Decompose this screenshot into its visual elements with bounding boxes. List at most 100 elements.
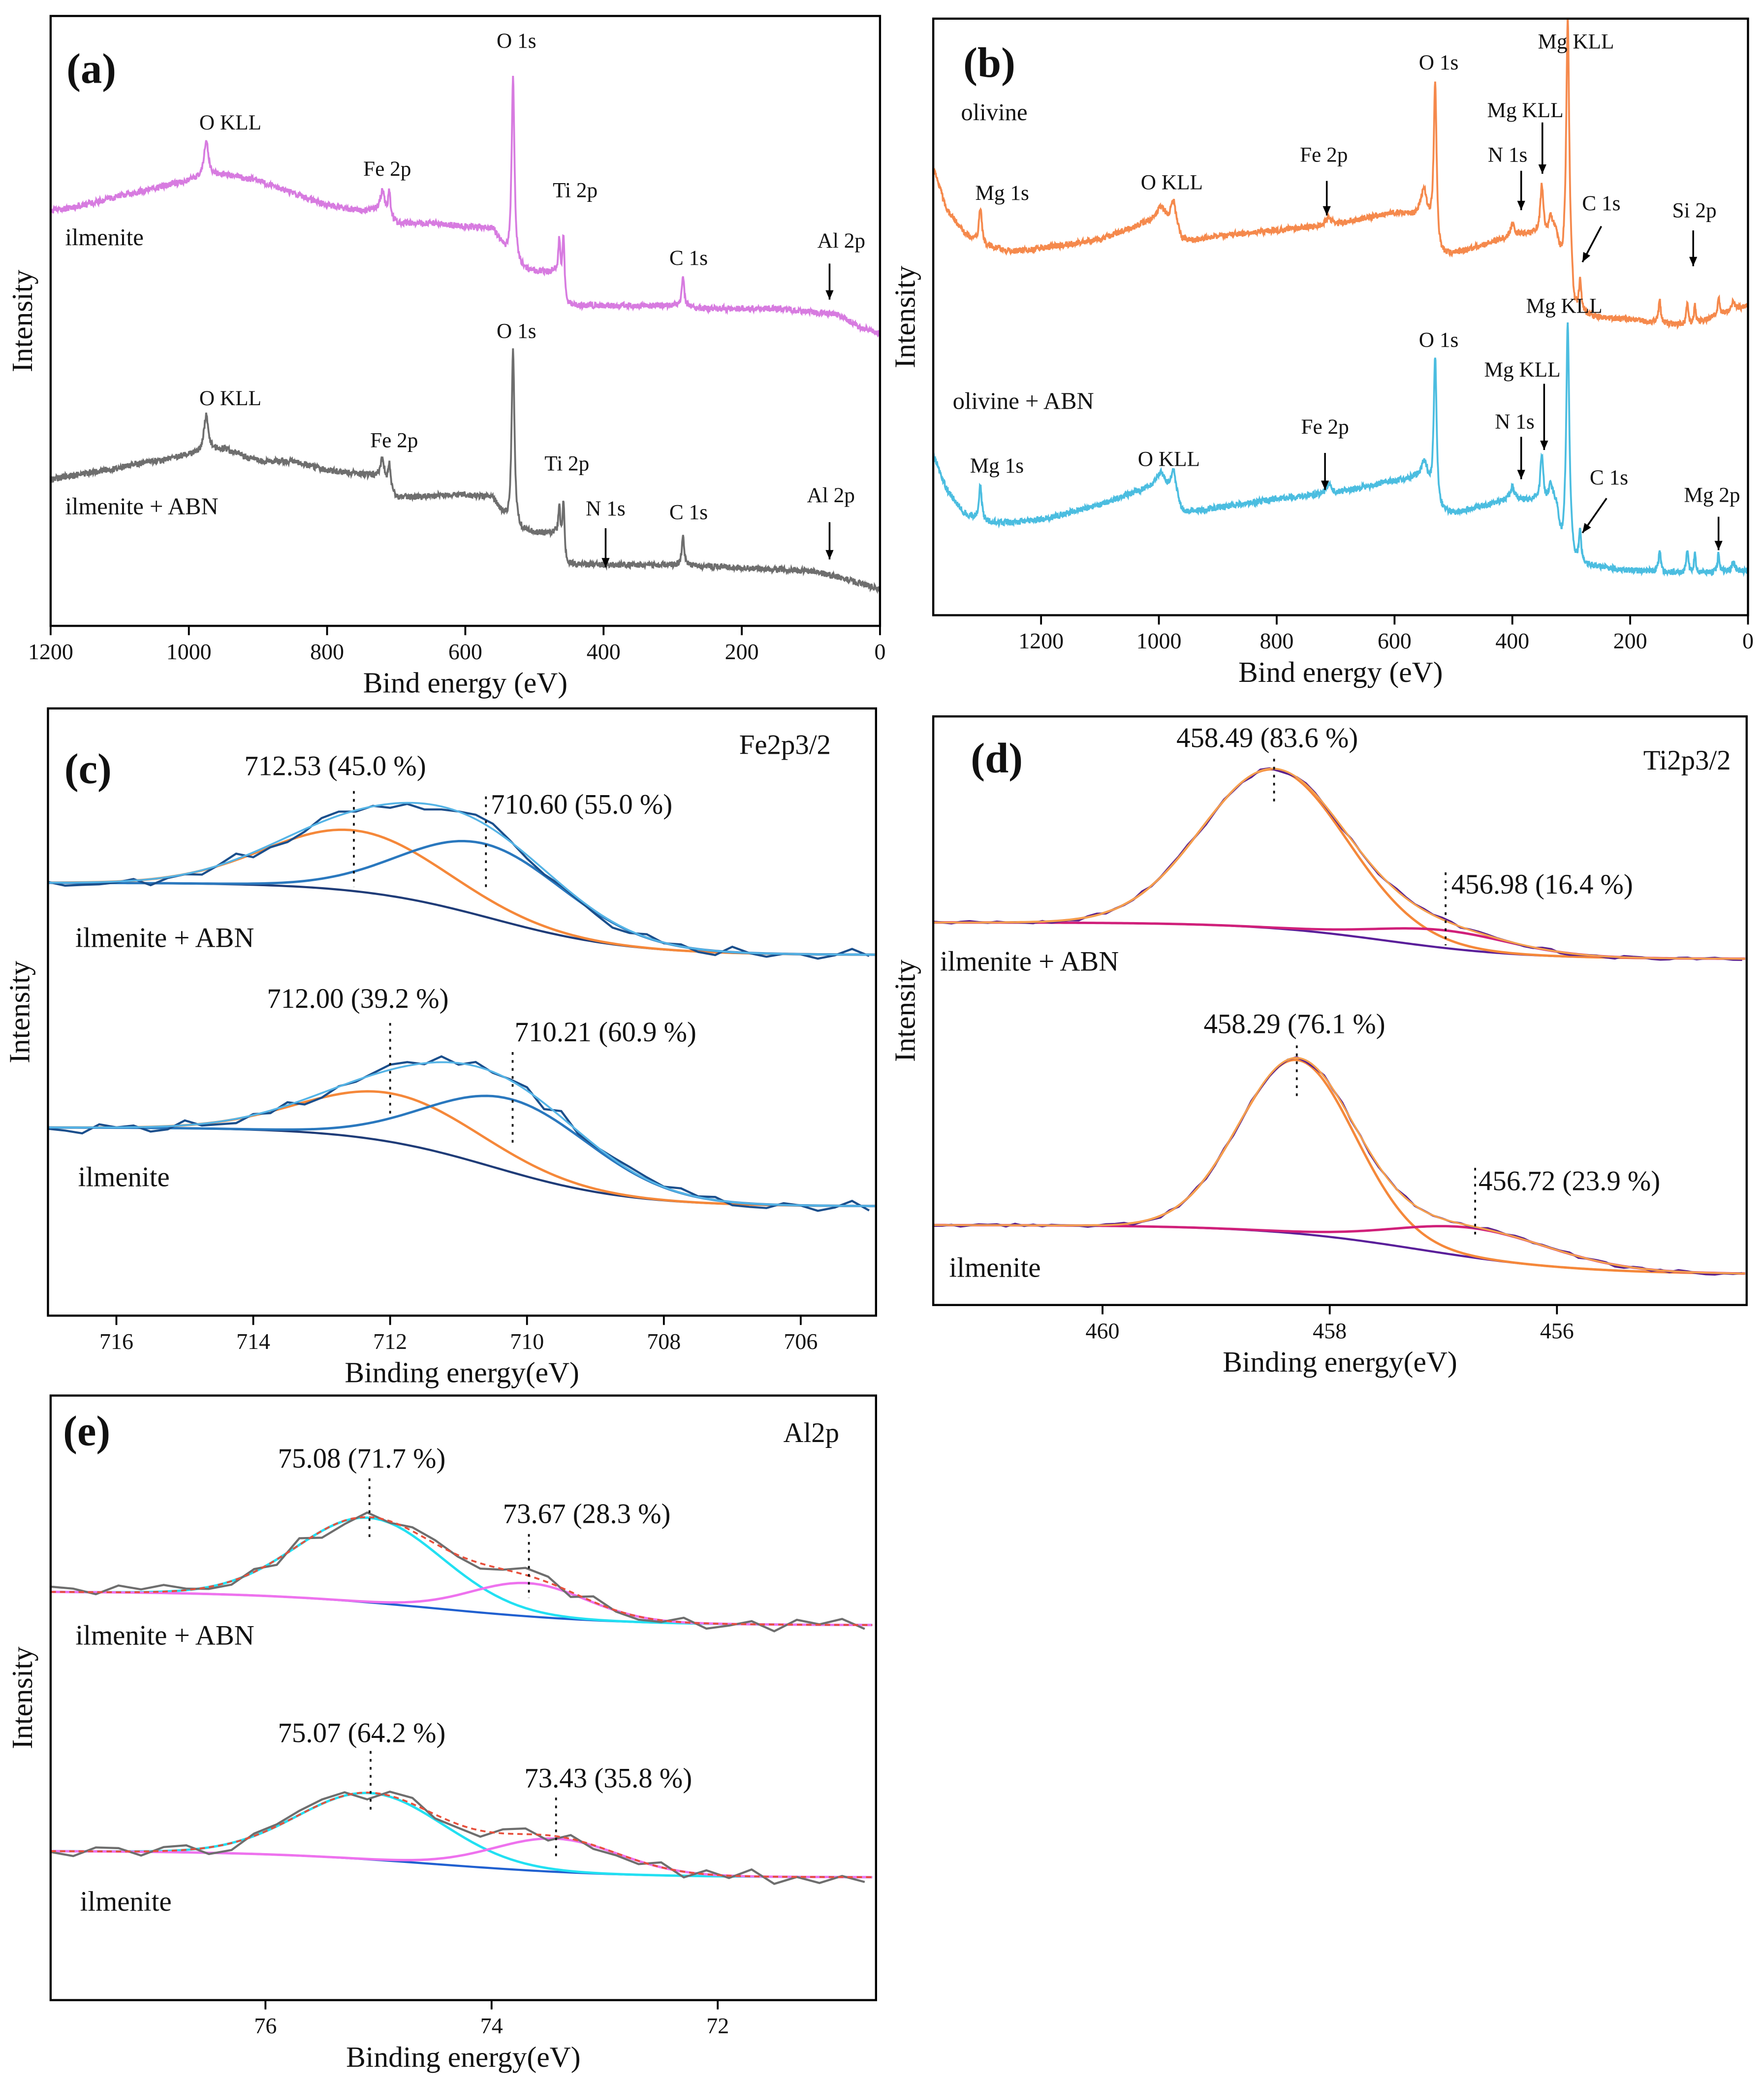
peak-label: N 1s [1488,143,1528,167]
arrowhead-icon [1582,252,1591,262]
x-axis-label: Binding energy(eV) [1223,1346,1457,1378]
x-tick-label: 800 [1260,628,1293,653]
arrowhead-icon [1582,523,1591,533]
plot-area [933,767,1745,1276]
x-tick-label: 1000 [1136,628,1182,653]
sample-label: ilmenite + ABN [940,946,1119,977]
arrowhead-icon [825,290,834,300]
peak-label: 75.08 (71.7 %) [278,1443,446,1474]
peak-label: 712.00 (39.2 %) [267,983,448,1014]
x-tick-label: 1000 [166,639,212,664]
peak-label: Fe 2p [1300,143,1348,167]
peak-label: O 1s [497,29,536,53]
x-tick-label: 712 [373,1329,407,1354]
panel-b: olivine olivine + ABN Mg KLL O 1s Mg KLL N 1s… [888,17,1754,688]
plot-frame [932,17,1749,616]
peak-label: 710.60 (55.0 %) [491,789,672,820]
plot-frame [49,15,882,627]
arrowhead-icon [1323,206,1331,216]
component-peak-line [48,1094,875,1208]
peak-label: Ti 2p [553,178,598,202]
x-axis-label: Bind energy (eV) [363,666,567,699]
peak-label: N 1s [586,497,626,520]
x-tick-label: 400 [587,639,621,664]
x-tick-label: 200 [725,639,759,664]
plot-frame [49,1394,877,2001]
x-tick-label: 0 [874,639,885,664]
x-tick-label: 800 [310,639,344,664]
peak-label: 73.67 (28.3 %) [503,1499,671,1530]
panel-label: (a) [66,45,116,93]
component-peak-line [50,1792,873,1879]
panel-e: 75.08 (71.7 %) 73.67 (28.3 %) ilmenite + A… [6,1394,877,2073]
envelope-line [933,1057,1745,1275]
x-tick-label: 200 [1613,628,1647,653]
y-axis-label: Intensity [6,1646,38,1749]
peak-label: Mg 2p [1684,483,1740,507]
peak-label: O 1s [497,320,536,343]
y-axis-label: Intensity [3,961,36,1063]
arrowhead-icon [1540,441,1548,450]
x-tick-label: 1200 [28,639,73,664]
x-tick-label: 1200 [1018,628,1064,653]
panel-label: (e) [63,1407,110,1454]
peak-label: 458.49 (83.6 %) [1176,722,1358,753]
peak-label: 456.98 (16.4 %) [1451,869,1633,900]
peak-label: Mg 1s [975,181,1029,205]
peak-label: O KLL [199,386,261,410]
panel-label: (b) [963,39,1015,87]
x-tick-label: 600 [1378,628,1412,653]
series-label: olivine [961,99,1027,126]
plot-area [48,802,875,1212]
component-peak-line [50,1516,873,1627]
x-axis-label: Bind energy (eV) [1238,656,1443,688]
raw-data-line [48,1055,870,1212]
panel-label: (d) [971,735,1023,782]
spectrum-line [50,348,880,594]
arrowhead-icon [825,550,834,560]
series-label: olivine + ABN [953,387,1094,414]
plot-frame [932,715,1748,1306]
spectrum-line [50,76,880,338]
x-tick-label: 456 [1540,1318,1574,1343]
x-tick-label: 708 [647,1329,681,1354]
peak-label: N 1s [1495,410,1535,433]
panel-title: Ti2p3/2 [1643,745,1731,776]
series-label: ilmenite + ABN [65,493,218,520]
y-axis-label: Intensity [888,265,921,368]
peak-label: C 1s [1582,192,1620,215]
peak-label: Al 2p [818,229,865,253]
peak-label: O KLL [199,111,261,134]
raw-data-line [50,1511,865,1633]
spectrum-line [933,322,1748,577]
peak-label: 73.43 (35.8 %) [524,1763,692,1794]
peak-label: Fe 2p [1301,415,1349,439]
peak-label: Mg 1s [970,454,1024,478]
panel-title: Fe2p3/2 [739,729,831,760]
arrowhead-icon [1517,470,1525,480]
peak-label: Mg KLL [1484,358,1561,382]
x-tick-label: 600 [448,639,482,664]
raw-data-line [50,1791,865,1885]
panel-c: 712.53 (45.0 %) 710.60 (55.0 %) ilmenite +… [3,707,877,1389]
peak-label: O KLL [1141,170,1203,194]
peak-label: Mg KLL [1526,294,1603,318]
x-tick-label: 74 [480,2013,503,2038]
sample-label: ilmenite [80,1886,172,1917]
x-tick-label: 72 [706,2013,729,2038]
envelope-line [933,768,1745,960]
raw-data-line [933,767,1742,961]
peak-label: O 1s [1419,328,1459,352]
x-axis-label: Binding energy(eV) [345,1356,579,1389]
x-tick-label: 458 [1313,1318,1347,1343]
background-line [48,1126,875,1207]
arrowhead-icon [1321,481,1329,490]
component-peak-line [50,1581,873,1627]
peak-label: Mg KLL [1487,98,1564,122]
peak-label: Si 2p [1672,198,1716,222]
series-label: ilmenite [65,224,144,251]
spectrum-line [933,18,1748,330]
x-tick-label: 460 [1086,1318,1120,1343]
peak-label: C 1s [669,246,708,270]
envelope-line [48,1061,875,1207]
